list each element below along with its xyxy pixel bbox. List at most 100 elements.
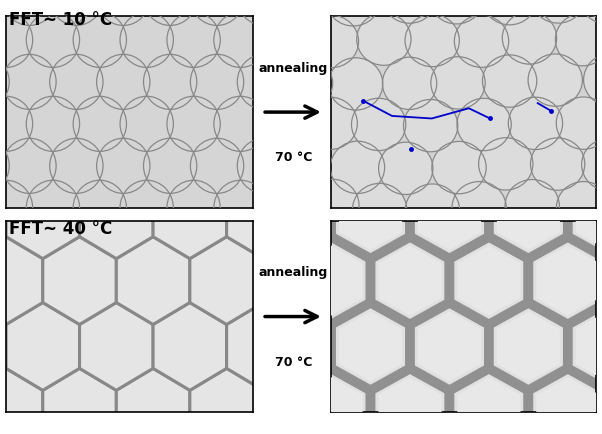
Polygon shape <box>252 171 331 259</box>
Circle shape <box>120 181 173 236</box>
Polygon shape <box>529 368 602 434</box>
Polygon shape <box>458 377 521 434</box>
Polygon shape <box>489 303 568 391</box>
Ellipse shape <box>305 180 359 232</box>
Circle shape <box>143 55 197 110</box>
Circle shape <box>190 0 244 26</box>
Polygon shape <box>43 106 116 193</box>
Ellipse shape <box>580 0 602 25</box>
Polygon shape <box>536 377 600 434</box>
Circle shape <box>0 0 9 26</box>
Ellipse shape <box>452 182 506 234</box>
Ellipse shape <box>583 55 602 107</box>
Circle shape <box>167 97 220 152</box>
Ellipse shape <box>278 58 333 110</box>
Polygon shape <box>371 237 450 325</box>
Polygon shape <box>536 246 600 316</box>
Circle shape <box>3 139 56 194</box>
Polygon shape <box>264 237 337 325</box>
Ellipse shape <box>352 99 406 151</box>
Ellipse shape <box>329 59 383 111</box>
Text: 70 °C: 70 °C <box>275 355 312 368</box>
Circle shape <box>237 0 291 26</box>
Ellipse shape <box>502 13 557 65</box>
Circle shape <box>3 55 56 110</box>
Ellipse shape <box>276 0 330 26</box>
Polygon shape <box>291 368 371 434</box>
Ellipse shape <box>556 182 602 234</box>
Circle shape <box>214 13 267 68</box>
Polygon shape <box>116 237 190 325</box>
Polygon shape <box>536 115 600 184</box>
Circle shape <box>0 181 33 236</box>
Circle shape <box>261 97 314 152</box>
Ellipse shape <box>530 138 585 191</box>
Polygon shape <box>371 368 450 434</box>
Polygon shape <box>6 171 79 259</box>
Ellipse shape <box>276 142 330 194</box>
Polygon shape <box>0 368 43 434</box>
Circle shape <box>50 0 103 26</box>
Circle shape <box>167 13 220 68</box>
Circle shape <box>50 139 103 194</box>
Circle shape <box>73 13 126 68</box>
Polygon shape <box>116 106 190 193</box>
Polygon shape <box>291 106 371 193</box>
Polygon shape <box>264 106 337 193</box>
Polygon shape <box>576 180 602 250</box>
Ellipse shape <box>303 98 358 150</box>
Polygon shape <box>291 237 371 325</box>
Ellipse shape <box>508 98 563 150</box>
Polygon shape <box>497 312 560 381</box>
Polygon shape <box>418 180 481 250</box>
Polygon shape <box>339 312 402 381</box>
Circle shape <box>96 139 150 194</box>
Ellipse shape <box>432 142 486 194</box>
Circle shape <box>73 181 126 236</box>
Ellipse shape <box>531 0 585 24</box>
Ellipse shape <box>505 180 559 232</box>
Polygon shape <box>116 368 190 434</box>
Polygon shape <box>568 303 602 391</box>
Circle shape <box>96 0 150 26</box>
Ellipse shape <box>556 98 602 150</box>
Circle shape <box>0 97 33 152</box>
Circle shape <box>120 13 173 68</box>
Ellipse shape <box>379 143 433 195</box>
Ellipse shape <box>326 0 380 27</box>
Polygon shape <box>264 368 337 434</box>
Circle shape <box>0 55 9 110</box>
Polygon shape <box>418 312 481 381</box>
Circle shape <box>120 97 173 152</box>
Circle shape <box>190 55 244 110</box>
Ellipse shape <box>405 184 459 237</box>
Polygon shape <box>300 115 362 184</box>
Polygon shape <box>529 106 602 193</box>
Ellipse shape <box>429 0 483 25</box>
Ellipse shape <box>482 0 537 26</box>
Polygon shape <box>6 303 79 391</box>
Polygon shape <box>568 171 602 259</box>
Polygon shape <box>0 237 43 325</box>
Circle shape <box>26 97 79 152</box>
Text: FFT~ 10 °C: FFT~ 10 °C <box>9 11 112 29</box>
Ellipse shape <box>482 56 537 108</box>
Circle shape <box>167 181 220 236</box>
Text: FFT~ 40 °C: FFT~ 40 °C <box>9 219 113 237</box>
Ellipse shape <box>556 14 602 67</box>
Polygon shape <box>0 171 6 259</box>
Circle shape <box>26 181 79 236</box>
Ellipse shape <box>405 15 459 68</box>
Circle shape <box>214 97 267 152</box>
Polygon shape <box>576 312 602 381</box>
Circle shape <box>143 139 197 194</box>
Polygon shape <box>300 377 362 434</box>
Polygon shape <box>529 237 602 325</box>
Polygon shape <box>0 303 6 391</box>
Ellipse shape <box>382 58 436 110</box>
Ellipse shape <box>582 139 602 191</box>
Polygon shape <box>190 106 264 193</box>
Circle shape <box>237 139 291 194</box>
Circle shape <box>237 55 291 110</box>
Text: 70 °C: 70 °C <box>275 151 312 164</box>
